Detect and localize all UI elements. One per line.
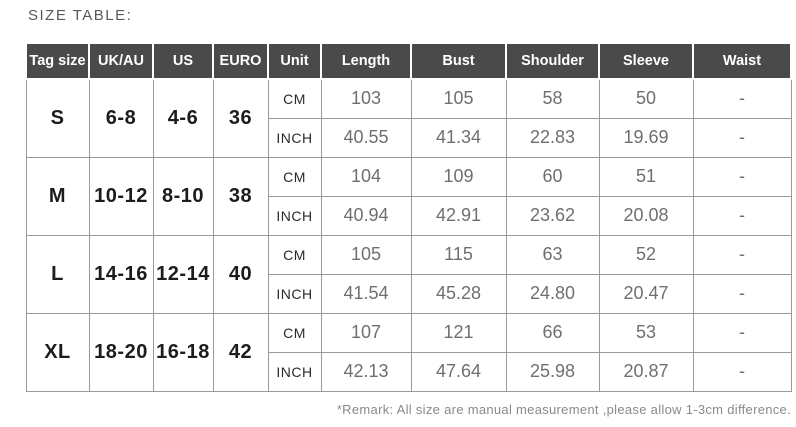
size-xl-cm-bust: 121 — [410, 312, 507, 353]
size-m-inch-length: 40.94 — [320, 195, 412, 236]
size-xl-inch-sleeve: 20.87 — [598, 351, 694, 392]
size-l-cm-waist: - — [692, 234, 792, 275]
size-m-inch-bust: 42.91 — [410, 195, 507, 236]
size-xl-cm-label: CM — [267, 312, 322, 353]
size-s-euro: 36 — [212, 78, 269, 158]
size-l-tag: L — [25, 234, 90, 314]
size-m-tag: M — [25, 156, 90, 236]
size-s-cm-length: 103 — [320, 78, 412, 119]
col-header-us: US — [152, 42, 214, 80]
col-header-euro: EURO — [212, 42, 269, 80]
size-xl-inch-length: 42.13 — [320, 351, 412, 392]
table-row-s-inch: INCH 40.55 41.34 22.83 19.69 - — [26, 117, 792, 158]
size-m-cm-length: 104 — [320, 156, 412, 197]
size-s-cm-shoulder: 58 — [505, 78, 600, 119]
size-m-cm-bust: 109 — [410, 156, 507, 197]
size-l-inch-shoulder: 24.80 — [505, 273, 600, 314]
size-l-euro: 40 — [212, 234, 269, 314]
remark-text: *Remark: All size are manual measurement… — [336, 402, 791, 417]
size-m-us: 8-10 — [152, 156, 214, 236]
size-m-inch-label: INCH — [267, 195, 322, 236]
size-l-us: 12-14 — [152, 234, 214, 314]
table-row-l-inch: INCH 41.54 45.28 24.80 20.47 - — [26, 273, 792, 314]
size-xl-cm-sleeve: 53 — [598, 312, 694, 353]
size-m-cm-label: CM — [267, 156, 322, 197]
col-header-waist: Waist — [692, 42, 792, 80]
size-s-inch-bust: 41.34 — [410, 117, 507, 158]
size-m-uk-au: 10-12 — [88, 156, 154, 236]
col-header-bust: Bust — [410, 42, 507, 80]
size-s-inch-label: INCH — [267, 117, 322, 158]
size-s-inch-waist: - — [692, 117, 792, 158]
size-m-inch-sleeve: 20.08 — [598, 195, 694, 236]
size-l-inch-label: INCH — [267, 273, 322, 314]
size-s-cm-sleeve: 50 — [598, 78, 694, 119]
size-l-uk-au: 14-16 — [88, 234, 154, 314]
page-title: SIZE TABLE: — [28, 7, 133, 24]
size-s-inch-shoulder: 22.83 — [505, 117, 600, 158]
size-xl-cm-length: 107 — [320, 312, 412, 353]
size-m-cm-shoulder: 60 — [505, 156, 600, 197]
size-xl-inch-bust: 47.64 — [410, 351, 507, 392]
size-m-cm-waist: - — [692, 156, 792, 197]
size-m-cm-sleeve: 51 — [598, 156, 694, 197]
size-s-tag: S — [25, 78, 90, 158]
size-m-euro: 38 — [212, 156, 269, 236]
table-row-xl-inch: INCH 42.13 47.64 25.98 20.87 - — [26, 351, 792, 392]
size-xl-uk-au: 18-20 — [88, 312, 154, 392]
size-l-cm-length: 105 — [320, 234, 412, 275]
table-row-xl-cm: XL 18-20 16-18 42 CM 107 121 66 53 - — [25, 312, 792, 392]
size-s-cm-label: CM — [267, 78, 322, 119]
size-s-cm-bust: 105 — [410, 78, 507, 119]
size-m-inch-waist: - — [692, 195, 792, 236]
size-xl-cm-shoulder: 66 — [505, 312, 600, 353]
size-l-cm-sleeve: 52 — [598, 234, 694, 275]
table-row-s-cm: S 6-8 4-6 36 CM 103 105 58 50 - — [25, 78, 792, 158]
size-s-uk-au: 6-8 — [88, 78, 154, 158]
size-xl-cm-waist: - — [692, 312, 792, 353]
size-l-inch-waist: - — [692, 273, 792, 314]
table-row-m-cm: M 10-12 8-10 38 CM 104 109 60 51 - — [25, 156, 792, 236]
size-s-inch-length: 40.55 — [320, 117, 412, 158]
size-xl-tag: XL — [25, 312, 90, 392]
size-l-cm-bust: 115 — [410, 234, 507, 275]
size-l-inch-sleeve: 20.47 — [598, 273, 694, 314]
size-table: Tag size UK/AU US EURO Unit Length Bust … — [25, 42, 792, 392]
col-header-shoulder: Shoulder — [505, 42, 600, 80]
size-s-us: 4-6 — [152, 78, 214, 158]
size-s-inch-sleeve: 19.69 — [598, 117, 694, 158]
size-xl-us: 16-18 — [152, 312, 214, 392]
size-l-inch-length: 41.54 — [320, 273, 412, 314]
col-header-tag-size: Tag size — [25, 42, 90, 80]
size-xl-inch-waist: - — [692, 351, 792, 392]
size-xl-euro: 42 — [212, 312, 269, 392]
size-xl-inch-label: INCH — [267, 351, 322, 392]
size-xl-inch-shoulder: 25.98 — [505, 351, 600, 392]
header-row: Tag size UK/AU US EURO Unit Length Bust … — [25, 42, 792, 80]
size-l-inch-bust: 45.28 — [410, 273, 507, 314]
col-header-unit: Unit — [267, 42, 322, 80]
col-header-length: Length — [320, 42, 412, 80]
size-s-cm-waist: - — [692, 78, 792, 119]
size-m-inch-shoulder: 23.62 — [505, 195, 600, 236]
size-l-cm-label: CM — [267, 234, 322, 275]
table-row-l-cm: L 14-16 12-14 40 CM 105 115 63 52 - — [25, 234, 792, 314]
col-header-uk-au: UK/AU — [88, 42, 154, 80]
col-header-sleeve: Sleeve — [598, 42, 694, 80]
size-l-cm-shoulder: 63 — [505, 234, 600, 275]
